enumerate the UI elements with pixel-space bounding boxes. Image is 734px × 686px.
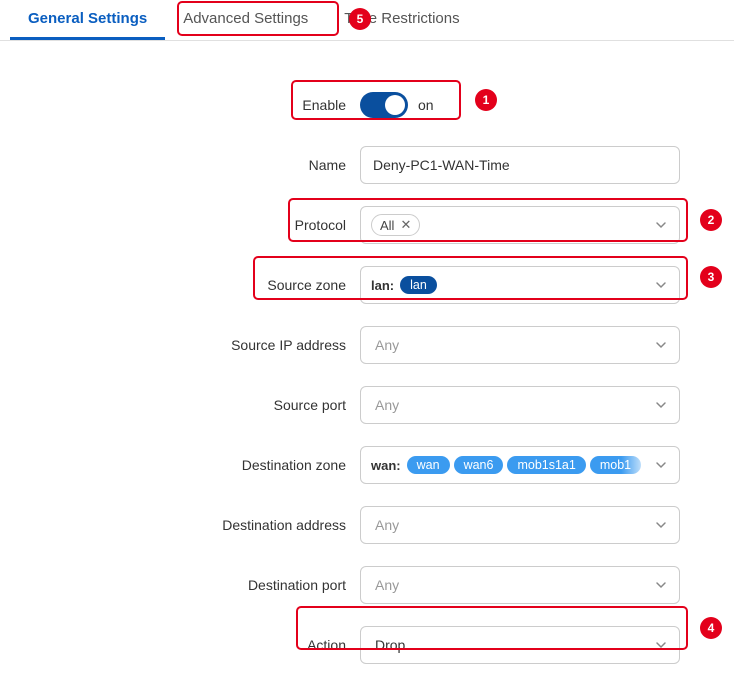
source-port-select[interactable]: Any: [360, 386, 680, 424]
zone-pill-wan: wan: [407, 456, 450, 474]
chevron-down-icon: [655, 399, 667, 411]
tab-time-restrictions[interactable]: Time Restrictions: [326, 0, 477, 40]
zone-pill-mob1s1a1: mob1s1a1: [507, 456, 585, 474]
tab-advanced[interactable]: Advanced Settings: [165, 0, 326, 40]
dest-port-select[interactable]: Any: [360, 566, 680, 604]
source-zone-prefix: lan:: [371, 278, 394, 293]
enable-state: on: [418, 97, 434, 113]
chevron-down-icon: [655, 639, 667, 651]
zone-pill-mob1: mob1: [590, 456, 641, 474]
chevron-down-icon: [655, 579, 667, 591]
source-zone-select[interactable]: lan: lan: [360, 266, 680, 304]
enable-toggle[interactable]: [360, 92, 408, 118]
protocol-label: Protocol: [0, 217, 360, 233]
toggle-knob: [385, 95, 405, 115]
zone-pill-lan: lan: [400, 276, 437, 294]
action-select[interactable]: Drop: [360, 626, 680, 664]
source-ip-placeholder: Any: [371, 337, 399, 353]
dest-zone-label: Destination zone: [0, 457, 360, 473]
chevron-down-icon: [655, 459, 667, 471]
settings-form: Enable on Name Protocol: [0, 86, 734, 664]
dest-addr-label: Destination address: [0, 517, 360, 533]
chevron-down-icon: [655, 279, 667, 291]
action-value: Drop: [371, 637, 405, 653]
tabs-bar: General Settings Advanced Settings Time …: [0, 0, 734, 41]
protocol-chip-label: All: [380, 218, 394, 233]
close-icon[interactable]: ✕: [400, 217, 411, 233]
source-port-placeholder: Any: [371, 397, 399, 413]
chevron-down-icon: [655, 219, 667, 231]
zone-pill-wan6: wan6: [454, 456, 504, 474]
dest-addr-placeholder: Any: [371, 517, 399, 533]
protocol-select[interactable]: All ✕: [360, 206, 680, 244]
dest-port-placeholder: Any: [371, 577, 399, 593]
chevron-down-icon: [655, 339, 667, 351]
source-port-label: Source port: [0, 397, 360, 413]
enable-label: Enable: [0, 97, 360, 113]
protocol-chip[interactable]: All ✕: [371, 214, 420, 236]
dest-port-label: Destination port: [0, 577, 360, 593]
dest-addr-select[interactable]: Any: [360, 506, 680, 544]
dest-zone-select[interactable]: wan: wan wan6 mob1s1a1 mob1: [360, 446, 680, 484]
dest-zone-prefix: wan:: [371, 458, 401, 473]
name-label: Name: [0, 157, 360, 173]
source-zone-label: Source zone: [0, 277, 360, 293]
action-label: Action: [0, 637, 360, 653]
source-ip-select[interactable]: Any: [360, 326, 680, 364]
tab-general[interactable]: General Settings: [10, 0, 165, 40]
chevron-down-icon: [655, 519, 667, 531]
name-input[interactable]: [360, 146, 680, 184]
source-ip-label: Source IP address: [0, 337, 360, 353]
